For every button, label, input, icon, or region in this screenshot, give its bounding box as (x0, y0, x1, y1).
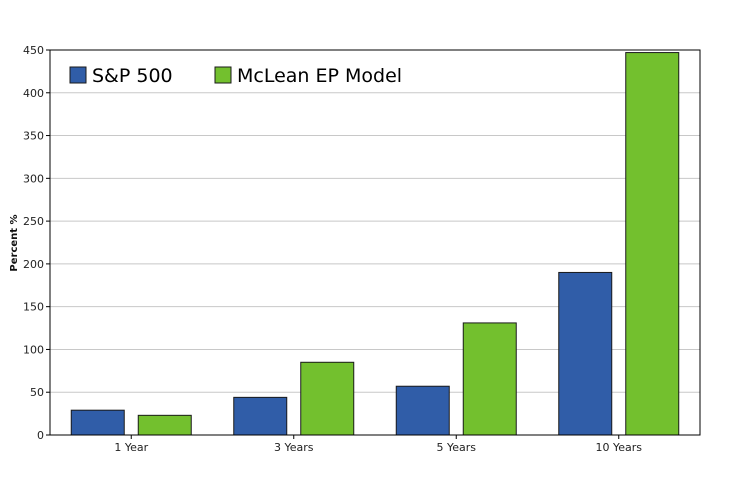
x-tick-label: 1 Year (114, 441, 148, 454)
legend-label: McLean EP Model (237, 65, 402, 87)
x-tick-label: 5 Years (436, 441, 476, 454)
y-tick-label: 350 (23, 130, 44, 143)
bar-sp500-2 (395, 385, 450, 436)
y-tick-label: 300 (23, 172, 44, 185)
y-axis-title: Percent % (9, 214, 20, 271)
y-tick-label: 250 (23, 215, 44, 228)
bar-mclean-ep-model-0 (137, 414, 192, 436)
x-axis-ticks: 1 Year 3 Years 5 Years 10 Years (114, 435, 642, 454)
bar-mclean-ep-model-3 (625, 52, 680, 436)
y-tick-label: 400 (23, 87, 44, 100)
y-tick-label: 50 (30, 386, 44, 399)
x-tick-label: 3 Years (274, 441, 314, 454)
bar-sp500-3 (558, 271, 613, 436)
gridlines (50, 92, 700, 393)
y-tick-label: 0 (37, 429, 44, 442)
bar-mclean-ep-model-1 (300, 361, 355, 436)
y-tick-label: 200 (23, 258, 44, 271)
plot-area-frame (49, 49, 701, 436)
y-axis-ticks: 0 50 100 150 200 250 300 350 400 450 (23, 44, 50, 442)
bars (70, 52, 680, 436)
legend-label: S&P 500 (92, 65, 173, 87)
legend-swatch (214, 66, 232, 84)
bar-sp500-1 (233, 396, 288, 436)
y-tick-label: 450 (23, 44, 44, 57)
legend-swatch (69, 66, 87, 84)
y-tick-label: 100 (23, 343, 44, 356)
x-tick-label: 10 Years (595, 441, 642, 454)
legend: S&P 500 McLean EP Model (69, 65, 402, 87)
y-tick-label: 150 (23, 301, 44, 314)
bar-sp500-0 (70, 409, 125, 436)
bar-mclean-ep-model-2 (462, 322, 517, 436)
